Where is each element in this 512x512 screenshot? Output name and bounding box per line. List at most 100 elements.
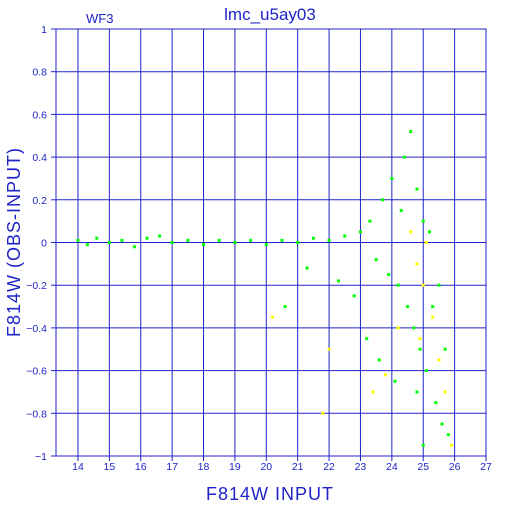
x-tick-label: 19	[229, 461, 241, 473]
y-tick-label: −1	[35, 451, 47, 463]
data-point	[440, 422, 444, 426]
x-tick-label: 23	[355, 461, 367, 473]
x-tick-label: 25	[417, 461, 429, 473]
data-point	[443, 390, 447, 394]
x-tick-label: 22	[323, 461, 335, 473]
x-tick-label: 14	[72, 461, 84, 473]
data-point	[449, 443, 453, 447]
data-point	[321, 411, 325, 415]
y-tick-label: 1	[41, 24, 47, 36]
data-point	[380, 198, 384, 202]
data-point	[343, 234, 347, 238]
data-point	[264, 243, 268, 247]
x-tick-label: 18	[198, 461, 210, 473]
data-point	[107, 241, 111, 244]
data-point	[443, 347, 447, 351]
data-point	[396, 326, 400, 330]
data-point	[409, 129, 413, 133]
data-point	[327, 238, 331, 242]
data-point	[280, 238, 284, 242]
data-point	[421, 443, 425, 447]
data-point	[393, 379, 397, 383]
panel-label: WF3	[86, 11, 113, 26]
data-point	[85, 243, 89, 247]
data-point	[132, 245, 136, 249]
data-point	[352, 294, 356, 298]
data-point	[424, 369, 428, 373]
data-point	[358, 230, 362, 234]
y-tick-label: −0.2	[26, 280, 47, 292]
data-point	[365, 337, 369, 341]
data-point	[327, 347, 331, 351]
data-point	[158, 234, 162, 238]
data-point	[431, 305, 435, 309]
data-point	[217, 238, 221, 242]
data-point	[271, 315, 275, 319]
data-point	[418, 337, 422, 341]
data-point	[390, 176, 394, 180]
data-point	[120, 238, 124, 242]
data-point	[415, 187, 419, 191]
data-point	[399, 208, 403, 212]
x-tick-label: 15	[104, 461, 116, 473]
x-tick-label: 27	[480, 461, 492, 473]
data-point	[387, 273, 391, 277]
data-point	[384, 373, 388, 377]
data-point	[202, 243, 206, 247]
data-point	[446, 433, 450, 437]
x-axis-label: F814W INPUT	[206, 484, 334, 504]
data-point	[170, 241, 174, 244]
y-tick-label: 0.4	[32, 152, 47, 164]
data-point	[305, 266, 309, 270]
data-point	[249, 238, 253, 242]
y-tick-label: 0	[41, 238, 47, 250]
data-point	[283, 305, 287, 309]
data-point	[377, 358, 381, 362]
y-tick-label: 0.8	[32, 67, 47, 79]
y-tick-label: 0.6	[32, 109, 47, 121]
series-0	[76, 129, 450, 447]
y-tick-label: −0.4	[26, 323, 47, 335]
data-point	[415, 262, 419, 266]
data-point	[437, 358, 441, 362]
data-point	[421, 283, 425, 287]
data-point	[145, 236, 149, 240]
data-point	[95, 236, 99, 240]
data-point	[296, 241, 300, 244]
data-point	[415, 390, 419, 394]
axis-ticks: 14 15 16 17 18 19 20 21 22 23 24 25 26 27 −1 −0.8 −0.6 −0…	[26, 24, 492, 473]
y-tick-label: −0.8	[26, 408, 47, 420]
data-point	[402, 155, 406, 159]
data-point	[409, 230, 413, 234]
x-tick-label: 20	[260, 461, 272, 473]
data-point	[233, 241, 237, 244]
data-point	[431, 315, 435, 319]
x-tick-label: 26	[449, 461, 461, 473]
data-point	[368, 219, 372, 223]
y-tick-label: 0.2	[32, 195, 47, 207]
data-point	[336, 279, 340, 283]
data-point	[421, 219, 425, 223]
data-point	[76, 238, 80, 242]
data-point	[406, 305, 410, 309]
x-tick-label: 16	[135, 461, 147, 473]
data-point	[437, 283, 441, 287]
x-tick-label: 24	[386, 461, 398, 473]
chart-title: lmc_u5ay03	[224, 5, 316, 24]
data-points	[76, 129, 453, 447]
data-point	[396, 283, 400, 287]
y-tick-label: −0.6	[26, 366, 47, 378]
data-point	[428, 230, 432, 234]
data-point	[371, 390, 375, 394]
data-point	[424, 241, 428, 244]
series-1	[271, 230, 453, 447]
data-point	[412, 326, 416, 330]
x-tick-label: 21	[292, 461, 304, 473]
data-point	[418, 347, 422, 351]
data-point	[374, 258, 378, 262]
data-point	[311, 236, 315, 240]
x-tick-label: 17	[166, 461, 178, 473]
data-point	[186, 238, 190, 242]
